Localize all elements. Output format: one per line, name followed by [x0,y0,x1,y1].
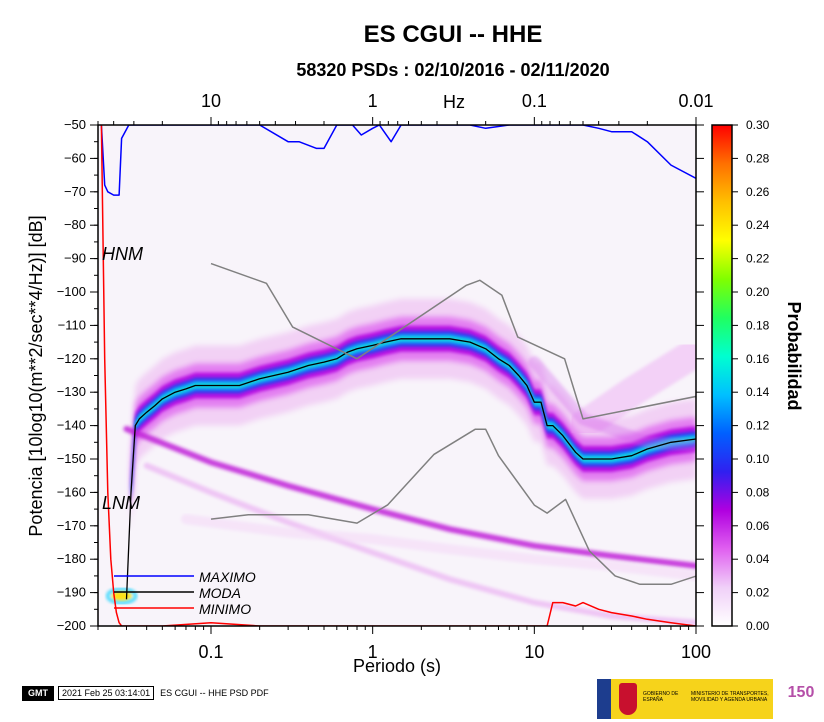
x-tick-label: 0.1 [198,642,223,662]
legend: MAXIMO MODA MINIMO [114,569,256,617]
y-tick-label: −80 [64,217,86,232]
gmt-logo: GMT [22,685,54,701]
legend-label-moda: MODA [199,585,241,601]
coat-of-arms-icon [619,683,637,715]
series-moda-line [125,338,696,600]
x-tick-label: 10 [524,642,544,662]
anniversary-logo: 150 [786,684,816,718]
colorbar-label: Probabilidad [784,301,804,410]
y-tick-label: −120 [57,351,86,366]
y-tick-label: −100 [57,284,86,299]
colorbar [711,124,733,627]
x-axis: 0.1 1 10 100 [97,626,711,662]
colorbar-tick-label: 0.28 [746,151,770,165]
chart-title: ES CGUI -- HHE [364,21,543,48]
y-tick-label: −50 [64,117,86,132]
top-tick-label: 1 [368,91,378,111]
x-tick-label: 100 [681,642,711,662]
colorbar-tick-label: 0.26 [746,185,770,199]
colorbar-tick-label: 0.00 [746,619,770,633]
colorbar-tick-label: 0.10 [746,452,770,466]
eu-flag-icon [597,679,611,719]
top-tick-label: 10 [201,91,221,111]
top-tick-label: 0.1 [522,91,547,111]
x-axis-label: Periodo (s) [353,656,441,676]
gov-text: GOBIERNO DE ESPAÑA [643,691,679,703]
colorbar-tick-label: 0.22 [746,252,770,266]
colorbar-tick-label: 0.18 [746,318,770,332]
x-tick-label: 1 [368,642,378,662]
y-axis-label: Potencia [10log10(m**2/sec**4/Hz)] [dB] [26,215,46,536]
colorbar-tick-label: 0.04 [746,552,770,566]
colorbar-tick-label: 0.20 [746,285,770,299]
ministry-text: MINISTERIO DE TRANSPORTES, MOVILIDAD Y A… [691,691,769,703]
y-tick-label: −60 [64,150,86,165]
legend-label-maximo: MAXIMO [199,569,256,585]
footer: GMT 2021 Feb 25 03:14:01 ES CGUI -- HHE … [22,685,269,701]
y-tick-label: −130 [57,384,86,399]
series-hnm-line [210,262,696,420]
pdf-stripe [180,514,696,581]
psd-figure: ES CGUI -- HHE 58320 PSDs : 02/10/2016 -… [26,21,804,676]
y-tick-label: −170 [57,518,86,533]
top-tick-label: 0.01 [678,91,713,111]
colorbar-tick-label: 0.16 [746,352,770,366]
y-tick-label: −90 [64,251,86,266]
colorbar-tick-label: 0.02 [746,586,770,600]
government-logo: GOBIERNO DE ESPAÑA MINISTERIO DE TRANSPO… [597,679,773,719]
colorbar-tick-label: 0.06 [746,519,770,533]
pdf-stripe [528,356,696,452]
y-tick-label: −190 [57,585,86,600]
colorbar-tick-label: 0.08 [746,485,770,499]
colorbar-axis: 0.00 0.02 0.04 0.06 0.08 0.10 0.12 0.14 0.16 0.18… [732,118,770,633]
footer-caption: ES CGUI -- HHE PSD PDF [160,688,269,698]
y-tick-label: −110 [58,317,86,332]
top-axis: 10 1 0.1 0.01 [97,91,714,125]
legend-label-minimo: MINIMO [199,601,251,617]
pdf-stripe [568,337,696,441]
colorbar-tick-label: 0.12 [746,419,770,433]
series-lnm-line [210,428,696,586]
pdf-stripe [143,462,696,626]
hnm-label: HNM [102,244,143,264]
colorbar-tick-label: 0.14 [746,385,770,399]
y-tick-label: −70 [64,184,86,199]
y-axis: −200 −190 −180 −170 −160 −150 −140 −130 −120 −110… [57,117,704,633]
y-tick-label: −200 [57,618,86,633]
anniversary-number: 150 [787,684,815,701]
y-tick-label: −160 [57,484,86,499]
colorbar-tick-label: 0.30 [746,118,770,132]
y-tick-label: −140 [57,418,86,433]
series-minimo-line [100,125,696,626]
lnm-label: LNM [102,493,140,513]
chart-subtitle: 58320 PSDs : 02/10/2016 - 02/11/2020 [296,60,609,80]
y-tick-label: −180 [57,551,86,566]
colorbar-tick-label: 0.24 [746,218,770,232]
top-axis-unit: Hz [443,92,465,112]
y-tick-label: −150 [57,451,86,466]
timestamp: 2021 Feb 25 03:14:01 [58,686,155,700]
pdf-hotspot-ring [106,587,138,605]
pdf-stripe [123,425,696,569]
